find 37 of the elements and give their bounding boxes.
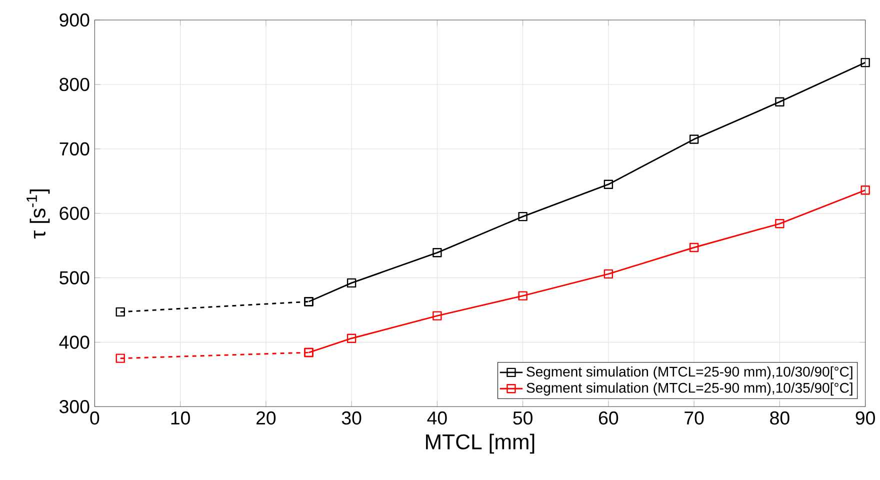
point	[860, 186, 870, 195]
point	[116, 354, 125, 363]
point	[604, 269, 614, 279]
x-axis-title: MTCL [mm]	[426, 434, 534, 454]
point	[346, 278, 356, 288]
x-tick-label: 0	[90, 411, 100, 425]
point	[860, 58, 870, 68]
point	[518, 212, 528, 222]
point	[604, 180, 614, 189]
y-tick-label: 600	[60, 206, 90, 220]
legend-label: Segment simulation (MTCL=25-90 mm),10/30/90[°C]	[526, 366, 852, 380]
x-tick-label: 80	[770, 411, 790, 425]
y-tick-label: 700	[60, 142, 90, 156]
x-tick-label: 90	[856, 411, 875, 425]
point	[689, 134, 699, 144]
legend-label: Segment simulation (MTCL=25-90 mm),10/35/90[°C]	[526, 382, 852, 396]
x-tick-label: 20	[256, 411, 276, 425]
point	[432, 248, 442, 258]
point	[518, 291, 528, 300]
point	[775, 219, 784, 228]
y-tick-label: 400	[59, 336, 90, 349]
y-tick-label: 800	[60, 78, 90, 92]
y-tick-label: 500	[60, 271, 90, 284]
point	[775, 97, 784, 106]
x-tick-label: 30	[342, 411, 362, 425]
x-tick-label: 50	[513, 411, 532, 425]
y-tick-label: 900	[60, 13, 90, 27]
y-axis-title: τ [s$^{-1}$]	[26, 189, 50, 238]
x-tick-label: 60	[599, 411, 618, 425]
point	[689, 242, 699, 252]
point	[432, 311, 442, 320]
x-tick-label: 40	[427, 411, 447, 425]
point	[346, 334, 356, 343]
x-tick-label: 70	[684, 411, 704, 425]
x-tick-label: 10	[171, 411, 190, 425]
y-tick-label: 300	[60, 400, 90, 414]
point	[116, 307, 125, 317]
